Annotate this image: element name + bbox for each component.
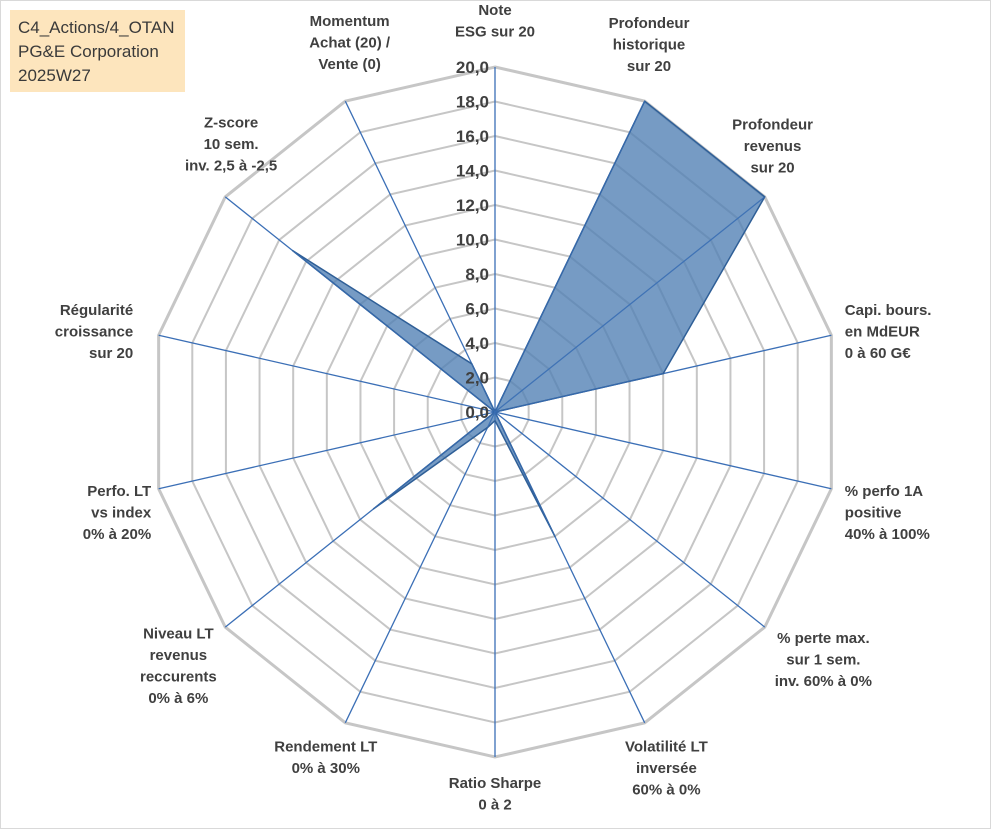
tick-label: 8,0: [465, 265, 489, 284]
tick-label: 0,0: [465, 403, 489, 422]
info-line-company: PG&E Corporation: [18, 42, 159, 61]
tick-label: 20,0: [456, 58, 489, 77]
axis-label: Note ESG sur 20: [455, 2, 535, 41]
axis-label-line: reccurents: [140, 669, 217, 686]
radar-axis-labels: Note ESG sur 20 Profondeur historique sur 20…: [55, 2, 932, 814]
axis-label: Régularité croissance sur 20: [55, 302, 133, 362]
series-spoke-overlay: [373, 411, 496, 510]
radar-spoke: [344, 411, 496, 724]
axis-label-line: Perfo. LT: [87, 483, 151, 500]
series-spoke-overlay: [494, 373, 664, 413]
series-spoke-overlay: [471, 363, 496, 413]
axis-label-line: Momentum: [310, 13, 390, 30]
axis-label-line: vs index: [91, 504, 152, 521]
axis-label-line: Ratio Sharpe: [449, 775, 542, 792]
radar-spoke: [494, 411, 832, 490]
axis-label-line: 0 à 2: [478, 797, 511, 814]
axis-label-line: croissance: [55, 324, 133, 341]
axis-label-line: Profondeur: [609, 15, 690, 32]
axis-label-line: inv. 60% à 0%: [775, 673, 872, 690]
axis-label: Profondeur historique sur 20: [609, 15, 690, 75]
axis-label: % perfo 1A positive 40% à 100%: [845, 483, 930, 543]
tick-label: 18,0: [456, 93, 489, 112]
axis-label-line: positive: [845, 504, 902, 521]
axis-label-line: Volatilité LT: [625, 739, 708, 756]
axis-label-line: Capi. bours.: [845, 302, 932, 319]
series-spoke-overlay: [494, 100, 646, 413]
axis-label: % perte max. sur 1 sem. inv. 60% à 0%: [775, 630, 872, 690]
axis-label: Capi. bours. en MdEUR 0 à 60 G€: [845, 302, 932, 362]
axis-label-line: Vente (0): [318, 56, 381, 73]
tick-label: 14,0: [456, 162, 489, 181]
axis-label-line: sur 20: [627, 58, 671, 75]
axis-label-line: 0% à 6%: [148, 690, 208, 707]
axis-label-line: Rendement LT: [274, 739, 377, 756]
axis-label-line: 0% à 20%: [83, 526, 151, 543]
axis-label: Niveau LT revenus reccurents 0% à 6%: [140, 626, 217, 708]
info-line-portfolio: C4_Actions/4_OTAN: [18, 18, 175, 37]
tick-label: 16,0: [456, 127, 489, 146]
axis-label: Rendement LT 0% à 30%: [274, 739, 377, 778]
series-spoke-overlay: [494, 196, 766, 413]
axis-label: Volatilité LT inversée 60% à 0%: [625, 739, 708, 799]
axis-label: Perfo. LT vs index 0% à 20%: [83, 483, 152, 543]
radar-spoke: [494, 411, 766, 628]
axis-label-line: Note: [478, 2, 511, 19]
axis-label-line: Profondeur: [732, 117, 813, 134]
series-spoke-overlay: [292, 250, 496, 413]
tick-label: 2,0: [465, 369, 489, 388]
radar-series: [291, 100, 766, 538]
axis-label-line: % perte max.: [777, 630, 870, 647]
axis-label-line: sur 20: [89, 345, 133, 362]
axis-label-line: Niveau LT: [143, 626, 214, 643]
axis-label-line: 0% à 30%: [292, 760, 360, 777]
series-spoke-overlay: [494, 411, 556, 537]
axis-label-line: 40% à 100%: [845, 526, 930, 543]
axis-label: Ratio Sharpe 0 à 2: [449, 775, 542, 814]
tick-label: 6,0: [465, 300, 489, 319]
axis-label-line: en MdEUR: [845, 324, 920, 341]
info-line-week: 2025W27: [18, 66, 91, 85]
axis-label-line: revenus: [744, 138, 802, 155]
radar-spoke: [344, 100, 496, 413]
axis-label-line: sur 20: [750, 160, 794, 177]
axis-label-line: sur 1 sem.: [786, 651, 860, 668]
axis-label-line: inv. 2,5 à -2,5: [185, 158, 277, 175]
axis-label-line: ESG sur 20: [455, 24, 535, 41]
axis-label-line: historique: [613, 36, 686, 53]
tick-label: 10,0: [456, 231, 489, 250]
axis-label: Z-score 10 sem. inv. 2,5 à -2,5: [185, 115, 277, 175]
radar-spoke: [158, 411, 496, 490]
axis-label-line: 0 à 60 G€: [845, 345, 912, 362]
axis-label-line: 60% à 0%: [632, 782, 700, 799]
axis-label-line: inversée: [636, 760, 697, 777]
axis-label-line: revenus: [150, 647, 208, 664]
axis-label-line: Achat (20) /: [309, 34, 391, 51]
axis-label-line: 10 sem.: [204, 136, 259, 153]
radar-tick-labels: 0,0 2,0 4,0 6,0 8,0 10,0 12,0 14,0 16,0 18,0 20,0: [456, 58, 489, 422]
series-spoke-overlay: [487, 411, 496, 428]
radar-spoke: [158, 334, 496, 413]
tick-label: 4,0: [465, 334, 489, 353]
axis-label: Profondeur revenus sur 20: [732, 117, 813, 177]
axis-label-line: % perfo 1A: [845, 483, 924, 500]
info-box: C4_Actions/4_OTAN PG&E Corporation 2025W…: [10, 10, 185, 92]
axis-label-line: Z-score: [204, 115, 258, 132]
tick-label: 12,0: [456, 196, 489, 215]
axis-label-line: Régularité: [60, 302, 133, 319]
axis-label: Momentum Achat (20) / Vente (0): [309, 13, 391, 73]
